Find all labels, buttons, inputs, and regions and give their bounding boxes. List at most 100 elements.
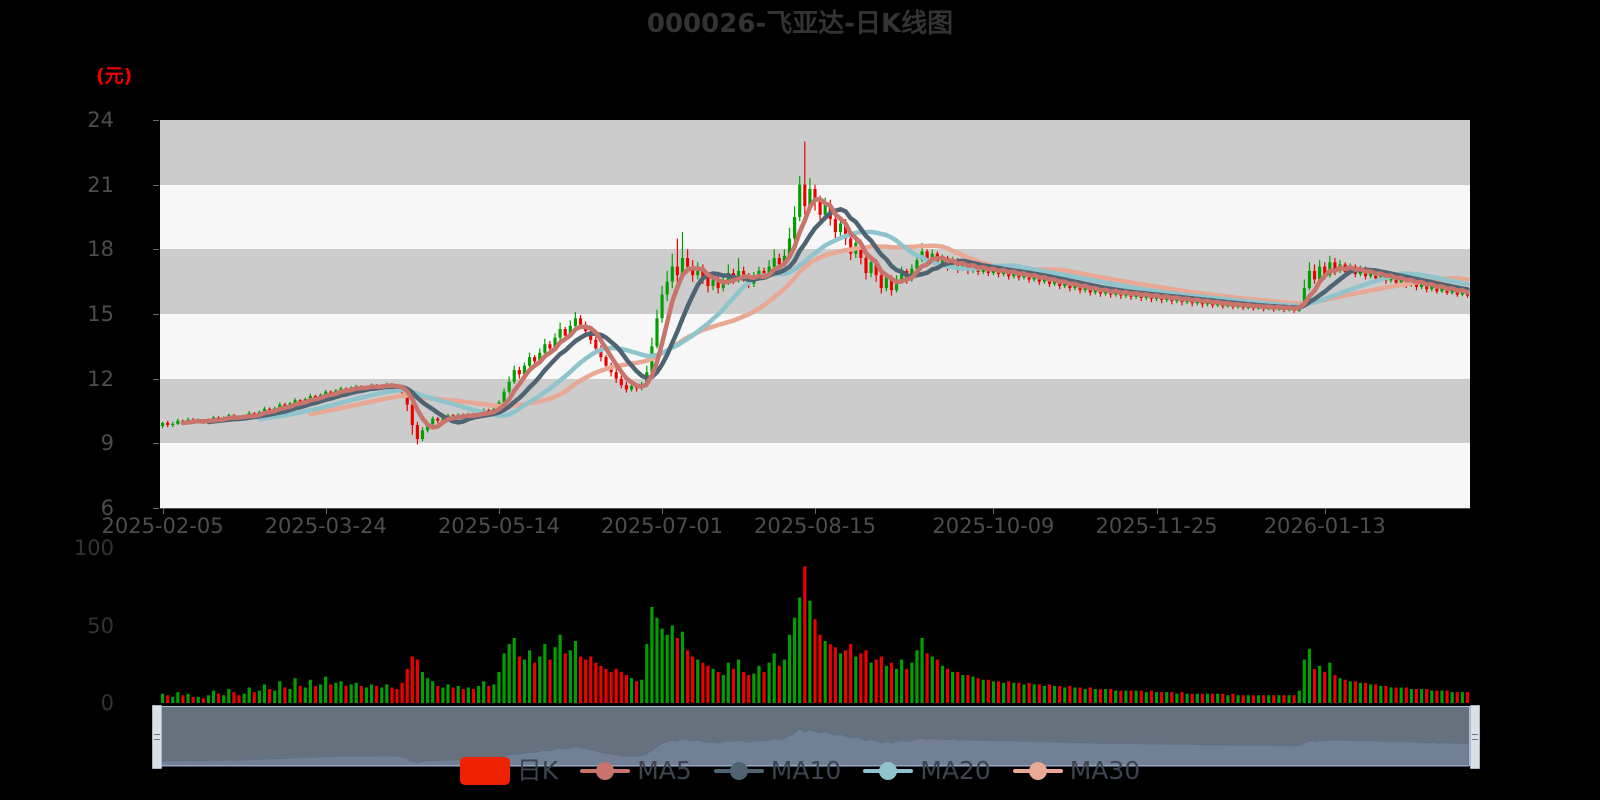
- volume-bar: [793, 617, 797, 703]
- volume-bar: [395, 689, 399, 703]
- volume-bar: [1114, 690, 1118, 703]
- volume-bar: [293, 678, 297, 703]
- line-swatch-dot-icon: [879, 762, 898, 780]
- volume-bar: [369, 684, 374, 703]
- volume-bar: [1399, 687, 1403, 703]
- volume-bar: [1465, 692, 1470, 703]
- legend-item-日k[interactable]: 日K: [459, 757, 558, 785]
- volume-bar: [441, 687, 445, 703]
- candle-wick: [681, 232, 684, 280]
- volume-bar: [736, 659, 741, 703]
- candle-body: [166, 422, 170, 426]
- volume-bar: [1180, 692, 1184, 703]
- volume-bar: [456, 685, 460, 703]
- datazoom-handle-left[interactable]: [152, 705, 162, 769]
- volume-bar: [288, 689, 292, 703]
- volume-bar: [1297, 690, 1301, 703]
- legend-label: MA20: [920, 756, 991, 785]
- volume-bar: [1312, 668, 1317, 703]
- volume-bar: [471, 689, 476, 703]
- volume-bar: [1160, 692, 1164, 703]
- candle-body: [818, 201, 822, 215]
- volume-bar: [945, 668, 950, 703]
- volume-bar: [1068, 685, 1072, 703]
- candle-body: [624, 385, 628, 390]
- candle-body: [1318, 266, 1322, 280]
- candle-body: [1312, 270, 1317, 280]
- volume-bar: [533, 662, 537, 703]
- candle-body: [655, 318, 659, 347]
- x-axis-tick-label: 2025-03-24: [264, 514, 387, 538]
- volume-bar: [1078, 687, 1082, 703]
- volume-bar: [247, 687, 251, 703]
- candle-body: [527, 357, 532, 366]
- candle-body: [864, 257, 868, 274]
- legend-item-ma30[interactable]: MA30: [1012, 757, 1140, 785]
- volume-bar: [910, 662, 914, 703]
- volume-bar: [507, 644, 511, 703]
- volume-bar: [476, 685, 481, 703]
- candle-body: [696, 268, 700, 276]
- volume-bar: [1200, 693, 1204, 703]
- volume-bar: [563, 653, 567, 703]
- volume-bar: [211, 690, 216, 703]
- volume-bar: [961, 675, 965, 703]
- volume-bar: [691, 656, 695, 703]
- volume-bar: [782, 659, 786, 703]
- volume-bar: [808, 600, 812, 703]
- volume-bar: [900, 659, 904, 703]
- volume-bar: [599, 665, 603, 703]
- volume-bar: [522, 659, 527, 703]
- volume-bar: [171, 696, 175, 703]
- candle-body: [558, 329, 562, 338]
- volume-bar: [1374, 684, 1378, 703]
- volume-bar: [201, 698, 205, 703]
- candle-body: [685, 257, 690, 267]
- candle-body: [410, 404, 414, 426]
- volume-bar: [971, 676, 975, 703]
- volume-bar: [1343, 679, 1347, 703]
- volume-bar: [1083, 689, 1087, 703]
- legend-item-ma20[interactable]: MA20: [863, 756, 991, 785]
- volume-bar: [711, 668, 715, 703]
- legend-item-ma10[interactable]: MA10: [713, 757, 841, 785]
- volume-bar: [191, 696, 195, 703]
- datazoom-slider[interactable]: [152, 705, 1480, 769]
- price-axis-tick-label: 6: [100, 496, 114, 520]
- volume-bar: [849, 644, 853, 703]
- volume-bar: [645, 644, 649, 703]
- candle-body: [701, 268, 705, 278]
- volume-bar: [298, 685, 302, 703]
- volume-bar: [1435, 690, 1439, 703]
- volume-bar: [1221, 693, 1225, 703]
- legend-item-ma5[interactable]: MA5: [580, 757, 692, 785]
- volume-bar: [833, 647, 837, 703]
- candle-body: [670, 266, 674, 282]
- volume-bar: [1389, 687, 1393, 703]
- candle-body: [1323, 266, 1327, 276]
- volume-bar: [1440, 690, 1444, 703]
- volume-bar: [1226, 695, 1230, 703]
- x-axis-tick-label: 2025-08-15: [753, 514, 877, 538]
- candle-body: [706, 277, 710, 286]
- price-axis-tick-label: 24: [87, 108, 114, 132]
- volume-bar: [186, 693, 190, 703]
- volume-bar: [1445, 690, 1449, 703]
- volume-bar: [976, 678, 980, 703]
- volume-bar: [706, 665, 710, 703]
- datazoom-handle-right[interactable]: [1470, 705, 1480, 769]
- volume-axis-tick-label: 50: [87, 613, 114, 638]
- price-axis-tick-label: 15: [87, 302, 114, 326]
- volume-bar: [660, 628, 664, 703]
- ma5-line: [180, 197, 1470, 430]
- volume-bar: [752, 673, 756, 703]
- volume-bar: [410, 656, 414, 703]
- volume-axis-tick-label: 0: [100, 691, 114, 715]
- x-axis-tick-mark: [815, 508, 816, 514]
- line-swatch-icon: [863, 762, 914, 780]
- candle-body: [324, 391, 328, 395]
- volume-bar: [553, 647, 557, 703]
- price-unit-label: (元): [96, 65, 133, 87]
- price-axis-tick-mark: [153, 508, 159, 509]
- volume-bar: [359, 685, 363, 703]
